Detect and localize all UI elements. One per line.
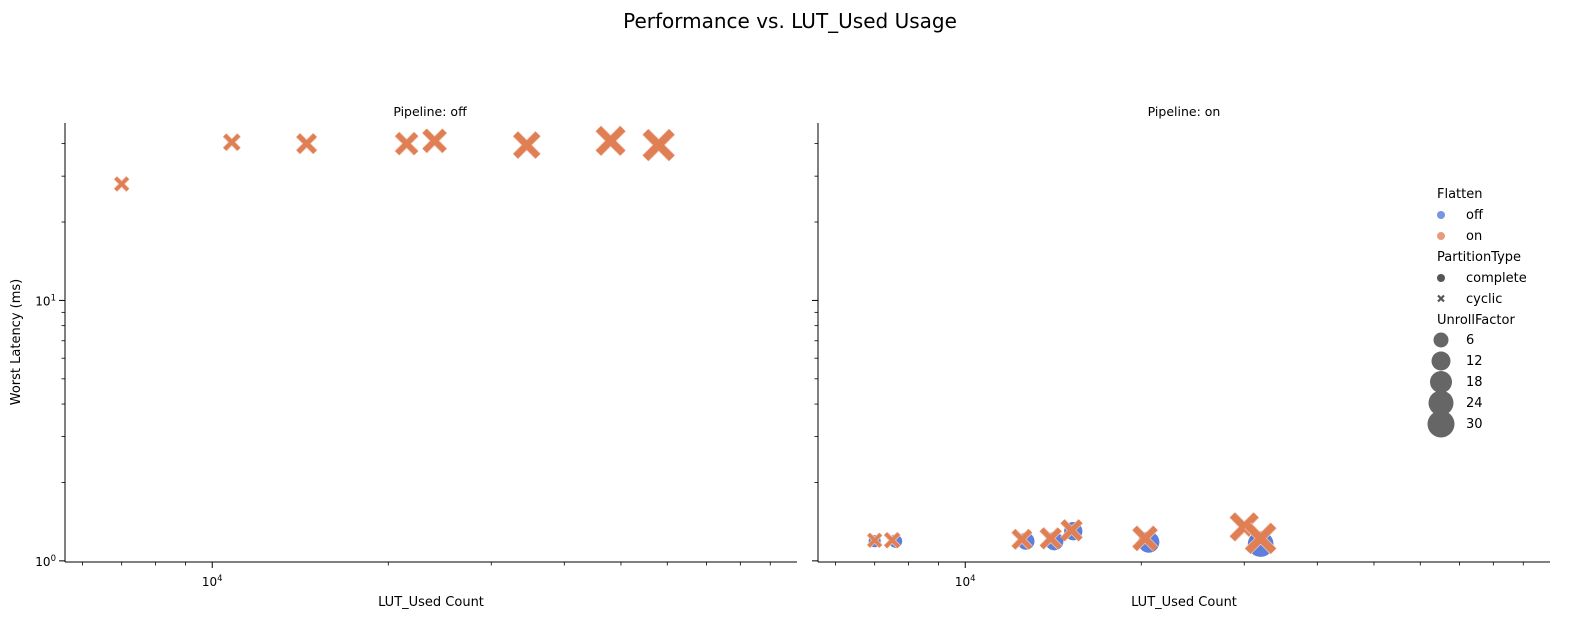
- x-axis-label: LUT_Used Count: [1131, 595, 1237, 610]
- data-point-cyclic: [394, 131, 419, 156]
- data-point-cyclic: [421, 128, 448, 154]
- data-point-cyclic: [1244, 522, 1277, 555]
- y-tick-label: 100: [35, 554, 56, 569]
- legend: Flatten off on PartitionType complete cy…: [1427, 187, 1527, 438]
- y-ticks: [812, 143, 818, 562]
- legend-size-30-label: 30: [1466, 417, 1483, 432]
- x-ticks: 104: [82, 562, 771, 589]
- legend-hue-off-marker: [1437, 211, 1445, 219]
- data-point-cyclic: [883, 531, 901, 549]
- data-points: [113, 125, 676, 192]
- data-point-cyclic: [512, 130, 541, 160]
- y-ticks: 100 101: [35, 143, 65, 569]
- legend-hue-off-label: off: [1466, 208, 1484, 223]
- legend-style-cyclic-marker: [1437, 294, 1445, 303]
- figure-title: Performance vs. LUT_Used Usage: [623, 9, 957, 33]
- legend-style-complete-marker: [1437, 274, 1445, 282]
- legend-size-24-label: 24: [1466, 396, 1483, 411]
- legend-size-30-marker: [1427, 410, 1455, 438]
- legend-size-12-label: 12: [1466, 354, 1483, 369]
- panel-title: Pipeline: on: [1148, 104, 1221, 119]
- x-axis-label: LUT_Used Count: [378, 595, 484, 610]
- legend-hue-title: Flatten: [1437, 187, 1483, 202]
- x-tick-label: 104: [955, 574, 976, 589]
- legend-size-12-marker: [1431, 351, 1451, 371]
- data-point-cyclic: [1011, 528, 1033, 551]
- panel-pipeline-on: Pipeline: on 104 LUT_Used Count: [812, 104, 1550, 610]
- legend-size-6-label: 6: [1466, 333, 1474, 348]
- legend-style-complete-label: complete: [1466, 271, 1527, 286]
- legend-size-24-marker: [1428, 390, 1454, 416]
- legend-style-cyclic-label: cyclic: [1466, 292, 1502, 307]
- data-point-cyclic: [866, 532, 883, 549]
- data-point-cyclic: [1060, 518, 1084, 542]
- data-point-cyclic: [642, 128, 676, 162]
- panel-title: Pipeline: off: [393, 104, 467, 119]
- data-point-cyclic: [595, 125, 626, 157]
- legend-size-6-marker: [1433, 332, 1449, 348]
- data-point-cyclic: [1039, 526, 1063, 550]
- data-point-cyclic: [113, 175, 130, 192]
- data-points: [866, 511, 1277, 558]
- data-point-cyclic: [1131, 525, 1159, 552]
- y-axis-label: Worst Latency (ms): [9, 279, 24, 406]
- y-tick-label: 101: [35, 293, 56, 308]
- legend-size-18-label: 18: [1466, 375, 1483, 390]
- legend-hue-on-marker: [1437, 232, 1445, 240]
- x-tick-label: 104: [202, 574, 223, 589]
- legend-size-18-marker: [1430, 371, 1452, 393]
- data-point-cyclic: [295, 132, 318, 155]
- legend-style-title: PartitionType: [1437, 250, 1521, 265]
- legend-size-title: UnrollFactor: [1437, 313, 1515, 328]
- data-point-cyclic: [222, 133, 241, 152]
- legend-hue-on-label: on: [1466, 229, 1482, 244]
- x-ticks: 104: [835, 562, 1524, 589]
